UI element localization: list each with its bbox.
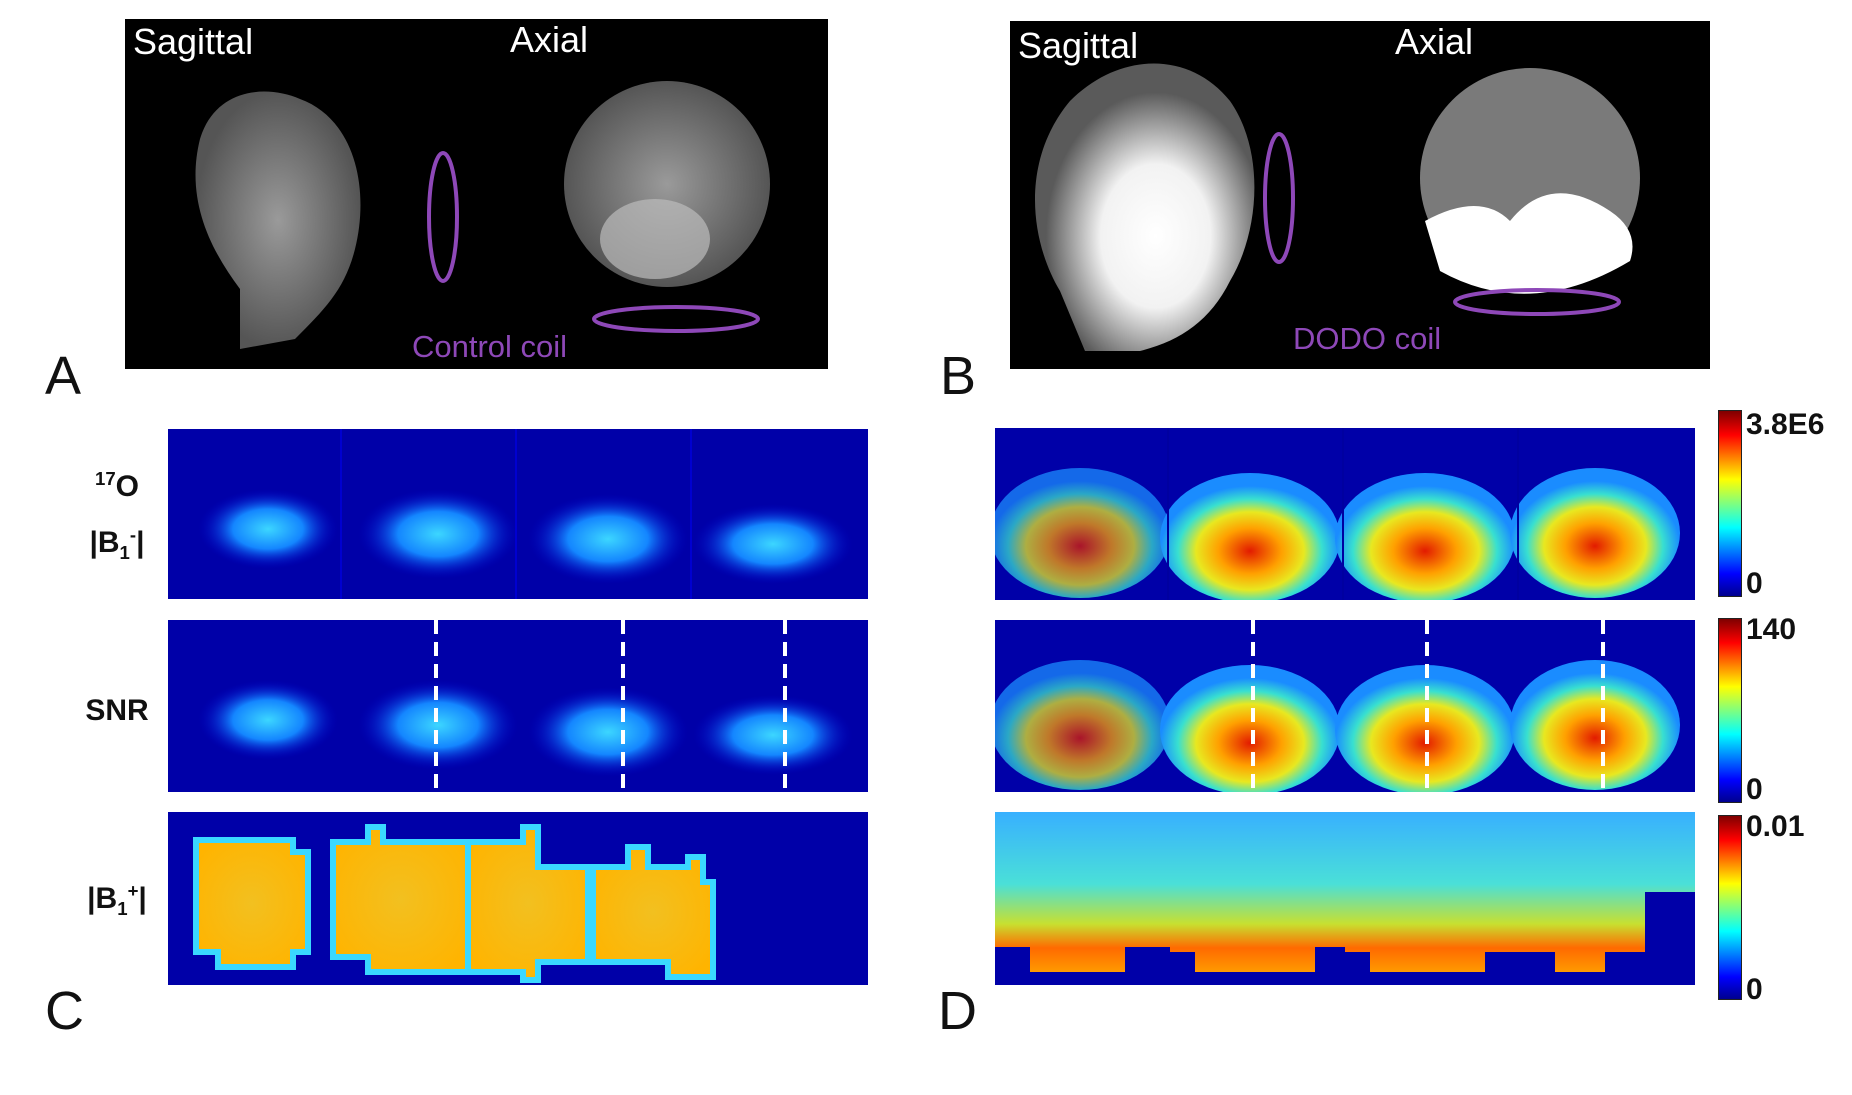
mri-panel-control: Sagittal Axial Control coil: [125, 19, 828, 369]
mri-panel-dodo: Sagittal Axial DODO coil: [1010, 21, 1710, 369]
map-dodo-b1-minus: [995, 428, 1695, 600]
mri-images-control: [195, 81, 770, 349]
label-axial-a: Axial: [510, 19, 589, 60]
label-sagittal-a: Sagittal: [133, 21, 254, 62]
map-control-snr: [168, 620, 868, 792]
b1-minus-sign: -: [129, 524, 137, 545]
colorbar-snr-min: 0: [1746, 773, 1763, 806]
panel-letter-a: A: [45, 346, 82, 406]
colorbar-b1-plus-max: 0.01: [1746, 810, 1805, 843]
colorbar-b1-minus: [1718, 410, 1742, 597]
mri-images-dodo: [1035, 63, 1640, 351]
label-control-coil: Control coil: [412, 329, 568, 364]
colorbar-b1-minus-min: 0: [1746, 567, 1763, 600]
isotope-element: O: [115, 470, 140, 503]
map-control-b1-plus: [168, 812, 868, 985]
map-dodo-snr: [995, 620, 1695, 792]
colorbar-b1-minus-max: 3.8E6: [1746, 408, 1825, 441]
colorbar-snr-max: 140: [1746, 613, 1797, 646]
b1-minus-close: |: [136, 526, 145, 559]
panel-letter-c: C: [45, 981, 84, 1041]
label-axial-b: Axial: [1395, 21, 1474, 62]
map-control-b1-minus: [168, 429, 868, 599]
panel-letter-b: B: [940, 346, 977, 406]
row-label-b1-plus: |B1+|: [62, 880, 172, 920]
colorbar-b1-plus-min: 0: [1746, 973, 1763, 1006]
b1-plus-close: |: [138, 882, 147, 915]
panel-letter-d: D: [938, 981, 977, 1041]
map-dodo-b1-plus: [995, 812, 1695, 985]
b1-plus-open: |B: [87, 882, 118, 915]
label-dodo-coil: DODO coil: [1293, 321, 1442, 356]
row-label-snr: SNR: [85, 694, 149, 727]
colorbar-b1-plus: [1718, 815, 1742, 1000]
b1-plus-sign: +: [127, 880, 139, 901]
label-sagittal-b: Sagittal: [1018, 25, 1139, 66]
b1-minus-open: |B: [89, 526, 120, 559]
row-label-b1-minus: 17O |B1-|: [62, 455, 172, 577]
b1-minus-sub: 1: [119, 542, 130, 563]
b1-plus-sub: 1: [117, 898, 128, 919]
isotope-mass: 17: [94, 468, 116, 489]
colorbar-snr: [1718, 618, 1742, 803]
